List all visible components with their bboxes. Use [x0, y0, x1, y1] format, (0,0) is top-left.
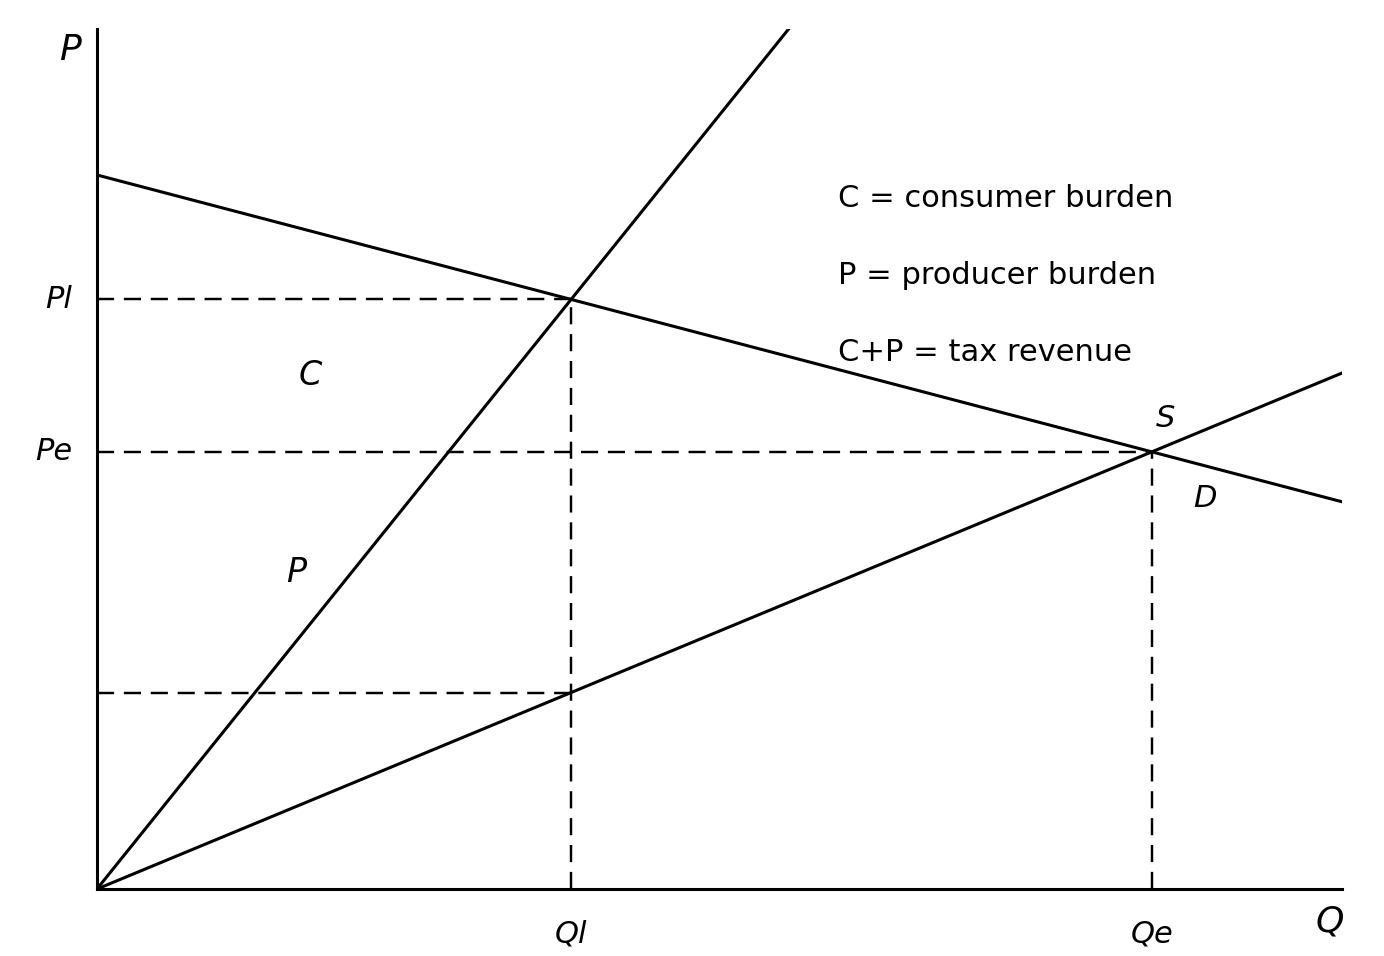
Text: C = consumer burden: C = consumer burden	[837, 184, 1174, 212]
Text: C: C	[299, 359, 322, 392]
Text: Ql: Ql	[555, 919, 587, 948]
Text: S: S	[1156, 404, 1175, 433]
Text: C+P = tax revenue: C+P = tax revenue	[837, 338, 1132, 367]
Text: Pe: Pe	[35, 437, 72, 467]
Text: Qe: Qe	[1131, 919, 1174, 948]
Text: Pl: Pl	[46, 285, 72, 314]
Text: P: P	[286, 555, 306, 589]
Text: D: D	[1193, 484, 1217, 513]
Text: P = producer burden: P = producer burden	[837, 261, 1156, 290]
Text: P: P	[58, 33, 80, 67]
Text: Q: Q	[1316, 904, 1344, 939]
